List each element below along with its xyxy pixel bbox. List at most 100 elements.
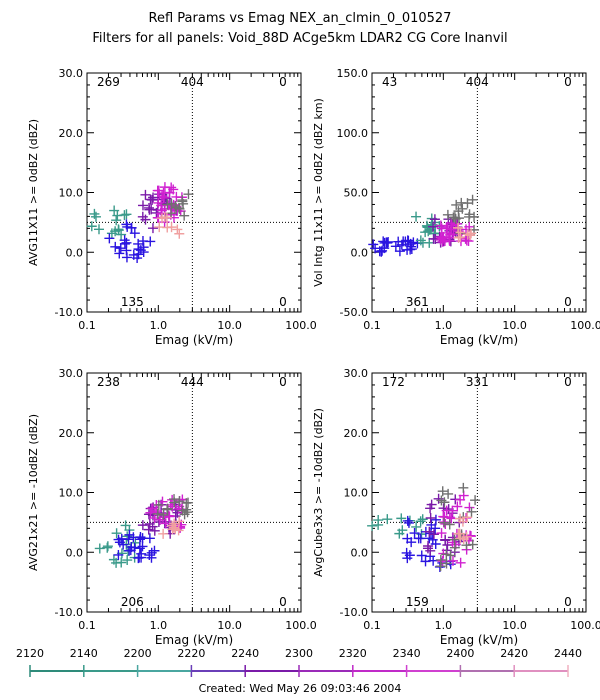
- scatter-point: [113, 549, 124, 560]
- scatter-point: [148, 192, 159, 203]
- scatter-point: [376, 246, 387, 257]
- scatter-point: [439, 497, 450, 508]
- scatter-point: [134, 543, 145, 554]
- scatter-point: [411, 211, 422, 222]
- x-tick-label: 100.0: [570, 319, 600, 332]
- scatter-point: [455, 232, 466, 243]
- scatter-point: [428, 555, 439, 566]
- colorbar-label: 2200: [124, 647, 152, 660]
- scatter-point: [448, 229, 459, 240]
- scatter-point: [158, 509, 169, 520]
- scatter-point: [146, 204, 157, 215]
- scatter-point: [426, 499, 437, 510]
- scatter-point: [424, 526, 435, 537]
- scatter-point: [437, 486, 448, 497]
- quadrant-count-ul: 238: [97, 375, 120, 389]
- x-tick-label: 1.0: [435, 619, 453, 632]
- scatter-point: [147, 521, 158, 532]
- scatter-point: [129, 228, 140, 239]
- y-tick-label: 30.0: [59, 367, 84, 380]
- scatter-point: [462, 512, 473, 523]
- scatter-point: [179, 210, 190, 221]
- scatter-point: [370, 243, 381, 254]
- figure-subtitle: Filters for all panels: Void_88D ACge5km…: [92, 31, 507, 46]
- quadrant-count-uc: 331: [466, 375, 489, 389]
- quadrant-count-lr: 0: [564, 595, 572, 609]
- quadrant-count-ul: 172: [382, 375, 405, 389]
- scatter-point: [367, 520, 378, 531]
- scatter-point: [422, 543, 433, 554]
- y-tick-label: 150.0: [337, 67, 369, 80]
- scatter-point: [114, 537, 125, 548]
- y-tick-label: -10.0: [340, 606, 368, 619]
- scatter-point: [158, 528, 169, 539]
- scatter-point: [470, 495, 481, 506]
- y-axis-label: AVG21x21 >= -10dBZ (dBZ): [27, 414, 40, 571]
- scatter-point: [121, 209, 132, 220]
- y-tick-label: 30.0: [59, 67, 84, 80]
- scatter-point: [122, 555, 133, 566]
- colorbar-label: 2240: [231, 647, 259, 660]
- scatter-point: [169, 494, 180, 505]
- quadrant-count-uc: 404: [466, 75, 489, 89]
- scatter-point: [110, 241, 121, 252]
- scatter-series-gray: [442, 194, 480, 239]
- scatter-point: [145, 194, 156, 205]
- scatter-series-pink: [154, 212, 185, 239]
- scatter-point: [122, 221, 133, 232]
- y-tick-label: 30.0: [344, 367, 369, 380]
- x-tick-label: 10.0: [502, 319, 527, 332]
- scatter-point: [173, 525, 184, 536]
- quadrant-count-lr: 0: [564, 295, 572, 309]
- x-tick-label: 1.0: [150, 319, 168, 332]
- scatter-point: [425, 512, 436, 523]
- x-tick-label: 100.0: [570, 619, 600, 632]
- quadrant-count-lc: 361: [406, 295, 429, 309]
- scatter-point: [106, 228, 117, 239]
- y-tick-label: 0.0: [351, 546, 369, 559]
- plot-frame: [86, 72, 302, 313]
- colorbar-label: 2220: [177, 647, 205, 660]
- scatter-point: [158, 188, 169, 199]
- scatter-point: [159, 212, 170, 223]
- scatter-point: [172, 224, 183, 235]
- scatter-point: [453, 222, 464, 233]
- panel-bottom-left: -10.0 0.0 10.0 20.0 30.0 0.1 1.0 10.0 100.0 238 44…: [27, 367, 317, 647]
- scatter-point: [119, 238, 130, 249]
- scatter-point: [137, 211, 148, 222]
- scatter-point: [379, 237, 390, 248]
- x-axis-label: Emag (kV/m): [155, 633, 233, 647]
- scatter-point: [437, 233, 448, 244]
- scatter-point: [423, 226, 434, 237]
- quadrant-count-uc: 444: [181, 375, 204, 389]
- y-tick-label: 50.0: [344, 187, 369, 200]
- scatter-point: [464, 502, 475, 513]
- quadrant-count-ur: 0: [564, 375, 572, 389]
- scatter-point: [447, 505, 458, 516]
- scatter-point: [447, 555, 458, 566]
- scatter-point: [111, 215, 122, 226]
- scatter-point: [119, 210, 130, 221]
- scatter-point: [443, 488, 454, 499]
- colorbar: 2120 2140 2200 2220 2240 2300 2320 2340 2400 2420…: [16, 647, 582, 677]
- scatter-series-blue: [368, 235, 423, 257]
- panel-bottom-right: -10.0 0.0 10.0 20.0 30.0 0.1 1.0 10.0 100.0 172 33…: [312, 367, 600, 647]
- quadrant-count-uc: 404: [181, 75, 204, 89]
- scatter-point: [435, 561, 446, 572]
- scatter-point: [446, 513, 457, 524]
- scatter-point: [182, 507, 193, 518]
- scatter-point: [466, 228, 477, 239]
- colorbar-label: 2120: [16, 647, 44, 660]
- scatter-series-gray: [162, 189, 194, 221]
- scatter-point: [116, 229, 127, 240]
- panel-top-left: -10.0 0.0 10.0 20.0 30.0 0.1 1.0 10.0 100.0 269 40…: [27, 67, 317, 347]
- scatter-point: [464, 209, 475, 220]
- created-timestamp: Created: Wed May 26 09:03:46 2004: [199, 682, 402, 695]
- scatter-point: [417, 514, 428, 525]
- scatter-point: [449, 542, 460, 553]
- quadrant-count-lr: 0: [279, 295, 287, 309]
- scatter-point: [415, 235, 426, 246]
- scatter-point: [457, 203, 468, 214]
- quadrant-count-ul: 43: [382, 75, 397, 89]
- scatter-point: [109, 205, 120, 216]
